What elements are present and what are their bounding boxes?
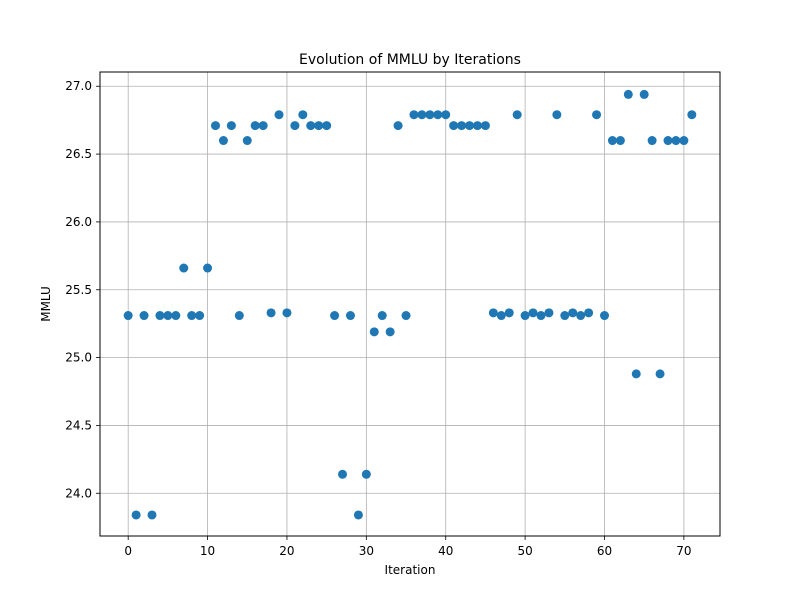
gridlines: [100, 72, 720, 536]
data-point: [615, 136, 625, 146]
plot-area-background: [100, 72, 720, 536]
data-point: [592, 110, 602, 120]
data-point: [330, 311, 340, 321]
x-tick-label: 30: [359, 544, 374, 558]
data-point: [266, 308, 276, 318]
data-point: [488, 308, 498, 318]
data-point: [568, 308, 578, 318]
data-point: [560, 311, 570, 321]
data-point: [647, 136, 657, 146]
data-point: [187, 311, 197, 321]
data-point: [441, 110, 451, 120]
data-point: [274, 110, 284, 120]
data-point: [520, 311, 530, 321]
x-tick-label: 70: [676, 544, 691, 558]
data-point: [599, 311, 609, 321]
y-tick-label: 24.5: [65, 418, 92, 432]
data-point: [393, 121, 403, 131]
data-point: [242, 136, 252, 146]
data-point: [472, 121, 482, 131]
data-point: [552, 110, 562, 120]
y-tick-label: 24.0: [65, 486, 92, 500]
data-point: [218, 136, 228, 146]
data-point: [155, 311, 165, 321]
x-tick-label: 60: [597, 544, 612, 558]
data-point: [465, 121, 475, 131]
data-point: [171, 311, 181, 321]
data-point: [449, 121, 459, 131]
data-point: [536, 311, 546, 321]
data-point: [504, 308, 514, 318]
data-point: [607, 136, 617, 146]
data-point: [576, 311, 586, 321]
data-point: [314, 121, 324, 131]
data-points: [123, 89, 697, 520]
data-point: [631, 369, 641, 379]
data-point: [179, 263, 189, 273]
chart-title: Evolution of MMLU by Iterations: [299, 52, 521, 68]
data-point: [338, 469, 348, 479]
data-point: [361, 469, 371, 479]
x-tick-label: 10: [200, 544, 215, 558]
data-point: [544, 308, 554, 318]
data-point: [306, 121, 316, 131]
data-point: [401, 311, 411, 321]
data-point: [655, 369, 665, 379]
data-point: [512, 110, 522, 120]
data-point: [345, 311, 355, 321]
y-axis-ticks: 24.0 24.5 25.0 25.5 26.0 26.5 27.0: [65, 79, 100, 500]
data-point: [496, 311, 506, 321]
y-axis-label: MMLU: [39, 286, 53, 322]
y-tick-label: 25.0: [65, 351, 92, 365]
x-tick-label: 20: [279, 544, 294, 558]
data-point: [671, 136, 681, 146]
y-tick-label: 26.5: [65, 147, 92, 161]
data-point: [457, 121, 467, 131]
data-point: [139, 311, 149, 321]
data-point: [417, 110, 427, 120]
data-point: [234, 311, 244, 321]
data-point: [322, 121, 332, 131]
data-point: [250, 121, 260, 131]
data-point: [584, 308, 594, 318]
data-point: [639, 89, 649, 99]
data-point: [203, 263, 213, 273]
data-point: [147, 510, 157, 520]
y-tick-label: 26.0: [65, 215, 92, 229]
data-point: [211, 121, 221, 131]
data-point: [385, 327, 395, 337]
data-point: [369, 327, 379, 337]
data-point: [687, 110, 697, 120]
data-point: [290, 121, 300, 131]
x-tick-label: 50: [517, 544, 532, 558]
data-point: [226, 121, 236, 131]
data-point: [282, 308, 292, 318]
data-point: [623, 89, 633, 99]
data-point: [258, 121, 268, 131]
data-point: [123, 311, 133, 321]
data-point: [663, 136, 673, 146]
data-point: [377, 311, 387, 321]
x-tick-label: 0: [124, 544, 132, 558]
data-point: [480, 121, 490, 131]
data-point: [353, 510, 363, 520]
data-point: [298, 110, 308, 120]
data-point: [433, 110, 443, 120]
y-tick-label: 27.0: [65, 79, 92, 93]
data-point: [131, 510, 141, 520]
x-axis-label: Iteration: [385, 563, 436, 577]
x-axis-ticks: 0 10 20 30 40 50 60 70: [124, 536, 692, 558]
data-point: [195, 311, 205, 321]
x-tick-label: 40: [438, 544, 453, 558]
plot-frame: [99, 71, 721, 537]
data-point: [163, 311, 173, 321]
y-tick-label: 25.5: [65, 283, 92, 297]
data-point: [409, 110, 419, 120]
data-point: [528, 308, 538, 318]
data-point: [679, 136, 689, 146]
data-point: [425, 110, 435, 120]
